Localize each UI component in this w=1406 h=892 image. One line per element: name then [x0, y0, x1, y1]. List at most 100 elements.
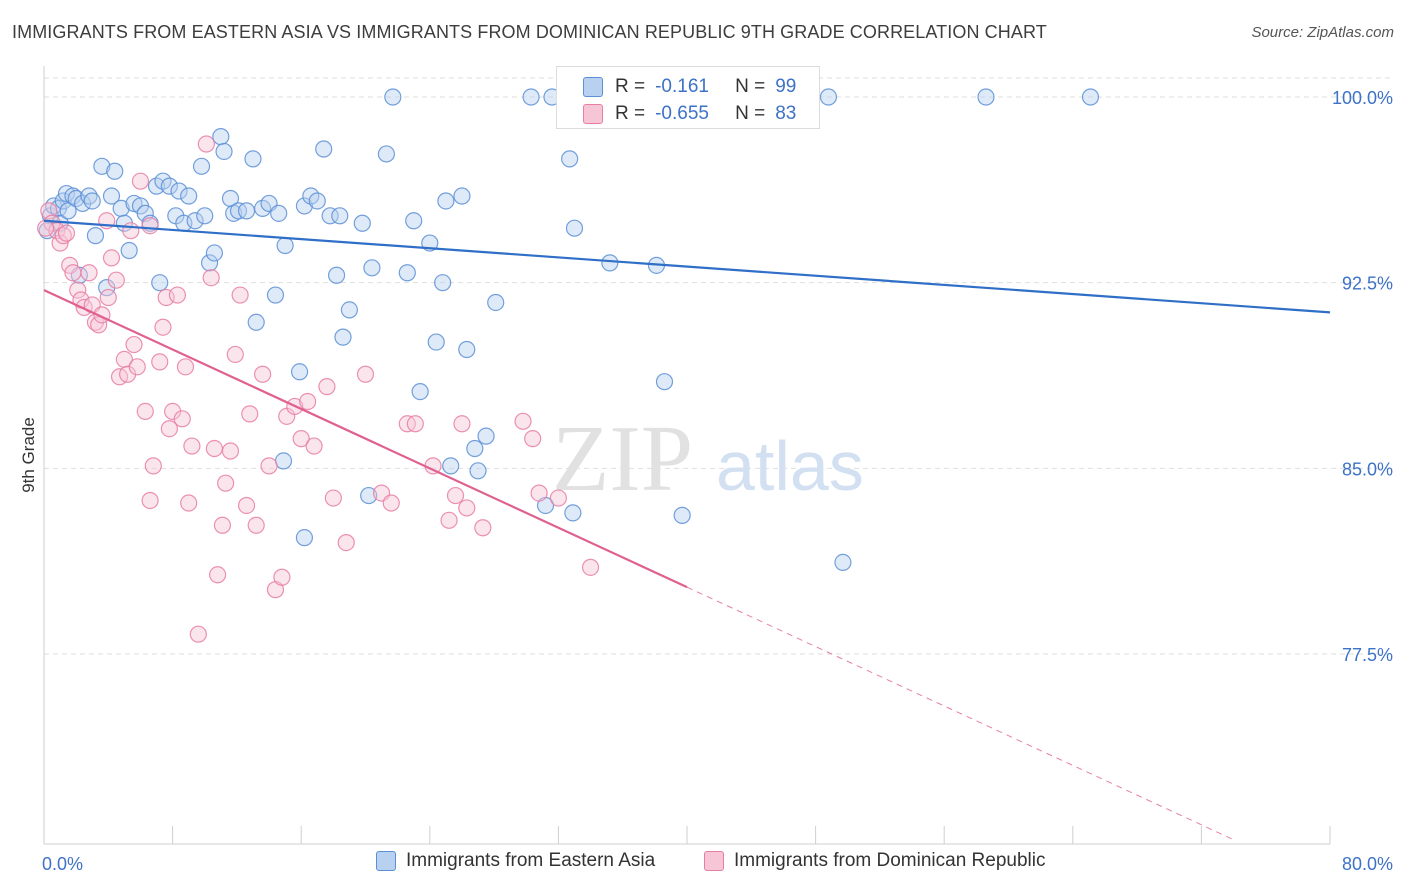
legend-label: Immigrants from Eastern Asia: [406, 850, 656, 871]
data-point: [440, 511, 458, 529]
data-point: [318, 378, 336, 396]
data-point: [64, 264, 82, 282]
y-tick-label: 92.5%: [1342, 274, 1393, 294]
data-point: [673, 506, 691, 524]
legend-item-dominican-republic[interactable]: Immigrants from Dominican Republic: [704, 850, 1046, 872]
data-point: [274, 452, 293, 470]
data-point: [69, 281, 87, 299]
stats-row-dominican-republic: R = -0.655 N = 83: [583, 102, 796, 126]
data-point: [209, 566, 227, 584]
data-point: [292, 430, 310, 448]
data-point: [160, 177, 178, 195]
data-point: [237, 496, 256, 515]
data-point: [80, 187, 98, 205]
watermark-atlas: atlas: [716, 427, 864, 505]
data-point: [151, 353, 169, 371]
data-point: [192, 157, 211, 175]
data-point: [141, 491, 159, 510]
grid-lines: [44, 77, 1392, 655]
data-point: [196, 207, 214, 225]
data-point: [458, 499, 476, 517]
data-point: [453, 415, 471, 433]
data-point: [565, 219, 584, 237]
data-point: [487, 293, 505, 312]
data-point: [305, 437, 323, 455]
data-point: [237, 202, 256, 220]
stats-r-label: R =: [615, 103, 646, 124]
data-point: [212, 128, 230, 146]
data-point: [469, 462, 487, 480]
watermark-zip: ZIP: [552, 407, 693, 511]
stats-swatch-pink: [583, 104, 603, 124]
data-point: [295, 197, 314, 215]
stats-r-label: R =: [615, 76, 646, 97]
data-point: [327, 266, 346, 284]
data-point: [131, 172, 150, 190]
data-point: [655, 373, 674, 391]
data-point: [446, 486, 465, 505]
data-point: [466, 439, 484, 458]
data-point: [290, 363, 309, 381]
data-point: [225, 204, 243, 222]
data-point: [125, 335, 143, 354]
data-point: [308, 192, 326, 210]
data-point: [160, 420, 178, 438]
trend-lines: [43, 219, 1331, 841]
data-point: [254, 365, 272, 383]
data-point: [477, 427, 495, 445]
y-tick-label: 85.0%: [1342, 459, 1393, 479]
data-point: [244, 150, 262, 168]
legend-item-eastern-asia[interactable]: Immigrants from Eastern Asia: [376, 850, 655, 872]
data-point: [170, 182, 188, 200]
data-point: [260, 457, 278, 475]
data-point: [102, 249, 121, 267]
data-point: [231, 286, 249, 304]
data-point: [340, 301, 359, 319]
data-point: [226, 345, 244, 364]
data-point: [86, 227, 105, 245]
data-point: [564, 504, 582, 522]
data-point: [157, 288, 175, 307]
data-point: [295, 529, 314, 547]
bottom-legend: Immigrants from Eastern Asia Immigrants …: [0, 850, 1406, 880]
trend-line-dominican-republic: [43, 289, 688, 589]
data-point: [83, 192, 101, 210]
data-point: [168, 286, 187, 304]
data-point: [360, 486, 378, 505]
data-point: [183, 437, 201, 455]
stats-n-value: 83: [775, 103, 797, 124]
y-tick-label: 100.0%: [1332, 88, 1393, 108]
data-point: [398, 264, 416, 282]
data-point: [458, 340, 476, 359]
data-point: [180, 187, 198, 205]
data-point: [144, 457, 162, 475]
data-point: [107, 271, 125, 289]
data-point: [427, 333, 445, 351]
data-point: [324, 489, 342, 507]
data-point: [176, 358, 195, 376]
data-point: [453, 187, 471, 205]
legend-swatch-blue: [376, 851, 396, 871]
data-point: [136, 402, 154, 420]
stats-n-value: 99: [775, 76, 797, 97]
data-point: [514, 412, 532, 430]
data-point: [241, 405, 259, 423]
data-point: [834, 553, 852, 572]
data-point: [221, 442, 240, 460]
data-point: [977, 88, 995, 106]
x-tick-label: 0.0%: [42, 854, 83, 874]
data-point: [406, 415, 424, 433]
data-point: [1081, 88, 1100, 106]
stats-r-value: -0.655: [655, 103, 709, 124]
data-point: [530, 484, 548, 502]
data-point: [57, 224, 76, 242]
data-point: [276, 236, 294, 255]
data-point: [173, 410, 191, 428]
data-point: [120, 241, 138, 260]
trend-line-eastern-asia: [43, 219, 1331, 314]
data-point: [411, 382, 429, 401]
data-point: [405, 212, 423, 230]
data-point: [315, 140, 333, 158]
chart-source: Source: ZipAtlas.com: [1251, 24, 1394, 41]
chart-title: IMMIGRANTS FROM EASTERN ASIA VS IMMIGRAN…: [12, 22, 1047, 42]
